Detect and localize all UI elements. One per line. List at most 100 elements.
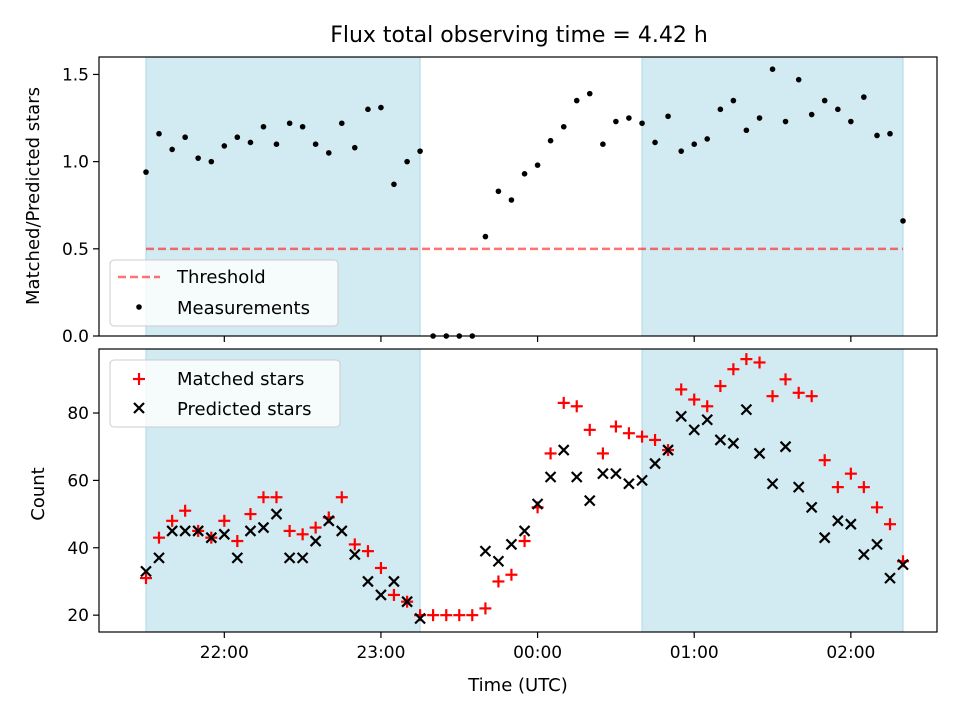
matched-star-point [622, 427, 635, 440]
legend-measurements-label: Measurements [177, 298, 310, 319]
matched-star-point [818, 454, 831, 467]
x-tick-label: 02:00 [826, 643, 875, 663]
matched-star-point [805, 390, 818, 403]
measurement-point [665, 113, 671, 120]
predicted-star-point [492, 555, 505, 568]
predicted-star-point [858, 548, 870, 561]
predicted-star-point [701, 413, 713, 426]
matched-star-point [387, 588, 400, 601]
x-axis-label: Time (UTC) [467, 675, 568, 696]
matched-star-point [884, 518, 897, 531]
matched-star-point [296, 528, 309, 541]
predicted-star-point [309, 535, 322, 547]
predicted-star-point [336, 525, 348, 537]
measurement-point [782, 118, 789, 125]
matched-star-point [596, 447, 609, 460]
x-tick-label: 22:00 [200, 643, 249, 663]
measurement-point [391, 181, 397, 188]
predicted-star-point [166, 525, 178, 537]
measurement-point [495, 188, 502, 195]
predicted-star-point [479, 545, 492, 557]
matched-star-point [283, 524, 296, 537]
measurement-point [365, 106, 371, 113]
predicted-star-point [375, 589, 387, 601]
predicted-star-point [349, 548, 361, 561]
predicted-star-point [818, 531, 831, 544]
matched-star-point [179, 504, 192, 517]
measurement-point [299, 123, 306, 130]
predicted-star-point [675, 410, 687, 423]
matched-star-point [231, 535, 244, 548]
predicted-star-point [753, 447, 766, 460]
measurement-point [378, 104, 384, 111]
predicted-star-point [362, 575, 374, 588]
measurement-point [717, 106, 724, 113]
matched-star-point [831, 481, 844, 494]
predicted-star-point [727, 437, 740, 450]
measurement-point [835, 106, 841, 113]
predicted-star-point [583, 494, 596, 507]
matched-star-point [335, 491, 348, 504]
measurement-point [351, 144, 358, 151]
predicted-star-point [296, 552, 309, 564]
measurement-point [600, 141, 606, 147]
predicted-star-point [871, 538, 883, 551]
counts-panel: 20 40 60 80 22:00 23:00 00:00 01:00 02:00 Count… [28, 348, 938, 696]
matched-star-point [688, 393, 701, 406]
measurement-point [260, 123, 267, 130]
measurement-point [808, 111, 815, 118]
counts-legend: Matched stars Predicted stars [109, 359, 341, 428]
measurement-point [208, 158, 215, 165]
matched-star-point [570, 400, 583, 413]
predicted-star-point [636, 474, 648, 487]
matched-star-point [348, 538, 361, 551]
measurement-point [547, 137, 554, 144]
predicted-star-point [649, 457, 661, 470]
predicted-star-point [623, 477, 635, 490]
predicted-star-point [531, 498, 544, 510]
measurement-point [273, 141, 280, 147]
ratio-legend: Threshold Measurements [109, 259, 339, 327]
measurement-point [756, 115, 763, 121]
predicted-star-point [597, 467, 609, 480]
legend-matched-swatch [133, 373, 145, 385]
predicted-star-point [257, 521, 270, 534]
matched-star-point [753, 356, 766, 369]
matched-star-point [309, 521, 322, 534]
predicted-star-point [557, 444, 570, 456]
matched-star-point [583, 423, 596, 436]
measurement-point [169, 146, 175, 153]
measurement-point [795, 76, 802, 83]
matched-star-point [675, 383, 688, 396]
matched-star-point [779, 373, 792, 386]
predicted-star-point [544, 471, 557, 483]
measurement-point [521, 171, 528, 177]
predicted-star-point [218, 528, 231, 541]
ratio-panel: 0.0 0.5 1.0 1.5 Matched/Predicted stars Thr… [23, 56, 938, 347]
measurement-point [234, 134, 241, 141]
x-tick-label: 23:00 [356, 643, 405, 663]
measurement-point [534, 162, 541, 168]
measurement-point [691, 141, 698, 147]
predicted-star-point [205, 531, 218, 544]
counts-y-tick-label: 40 [67, 539, 89, 559]
matched-star-point [505, 568, 518, 581]
predicted-star-point [779, 440, 792, 453]
measurement-point [508, 197, 515, 203]
matched-star-point [844, 467, 857, 480]
measurement-point [482, 233, 489, 240]
matched-star-point [701, 400, 714, 413]
measurement-point [861, 94, 867, 100]
matched-star-point [740, 353, 753, 366]
predicted-star-point [570, 471, 583, 483]
matched-star-point [714, 380, 727, 393]
matched-star-point [636, 430, 649, 443]
counts-y-axis-label: Count [28, 467, 49, 520]
predicted-star-point [714, 434, 727, 446]
ratio-y-tick-label: 1.0 [62, 153, 89, 173]
predicted-star-point [832, 515, 844, 527]
counts-y-tick-label: 60 [67, 471, 89, 491]
measurement-point [900, 218, 906, 224]
legend-matched-label: Matched stars [177, 369, 304, 390]
matched-star-point [440, 609, 453, 622]
